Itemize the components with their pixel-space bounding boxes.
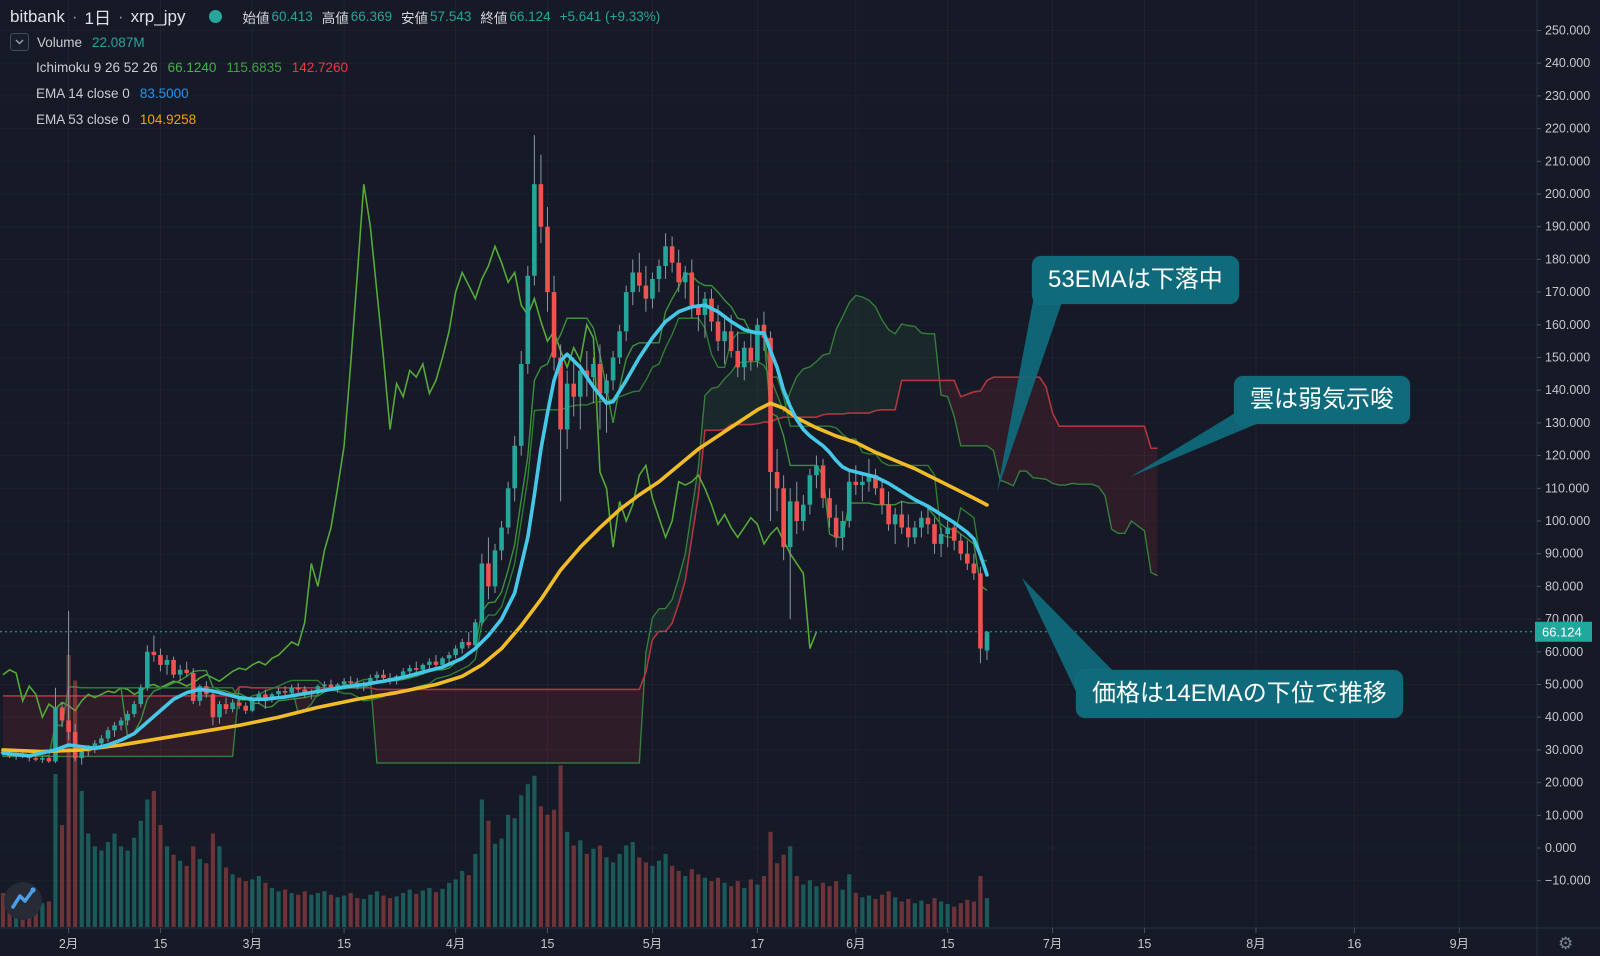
tradingview-logo[interactable] — [0, 878, 46, 924]
svg-text:60.000: 60.000 — [1545, 645, 1583, 659]
svg-text:50.000: 50.000 — [1545, 678, 1583, 692]
high-label: 高値 — [321, 10, 349, 26]
svg-text:250.000: 250.000 — [1545, 24, 1590, 38]
symbol-header: bitbank · 1日 · xrp_jpy 始値 60.413 高値 66.369… — [10, 4, 660, 29]
svg-text:110.000: 110.000 — [1545, 481, 1589, 495]
svg-text:15: 15 — [541, 937, 555, 951]
symbol-title[interactable]: bitbank · 1日 · xrp_jpy — [10, 4, 185, 29]
separator: · — [117, 6, 124, 26]
annotation-14ema[interactable]: 価格は14EMAの下位で推移 — [1076, 670, 1403, 718]
change-value: +5.641 (+9.33%) — [559, 9, 661, 24]
gridlines — [68, 0, 1460, 928]
svg-text:140.000: 140.000 — [1545, 383, 1590, 397]
svg-text:15: 15 — [337, 937, 351, 951]
svg-text:240.000: 240.000 — [1545, 56, 1590, 70]
svg-text:120.000: 120.000 — [1545, 449, 1590, 463]
svg-text:0.000: 0.000 — [1545, 841, 1576, 855]
open-value: 60.413 — [271, 9, 313, 24]
ohlc-row: 始値 60.413 高値 66.369 安値 57.543 終値 66.124 +5.6… — [242, 7, 660, 27]
svg-text:10.000: 10.000 — [1545, 808, 1583, 822]
svg-text:20.000: 20.000 — [1545, 776, 1583, 790]
svg-text:90.000: 90.000 — [1545, 547, 1583, 561]
close-value: 66.124 — [509, 9, 551, 24]
svg-text:180.000: 180.000 — [1545, 252, 1590, 266]
svg-text:160.000: 160.000 — [1545, 318, 1590, 332]
high-value: 66.369 — [350, 9, 393, 24]
annotation-cloud[interactable]: 雲は弱気示唆 — [1234, 376, 1410, 424]
svg-text:8月: 8月 — [1246, 937, 1265, 951]
ichimoku-lines — [2, 184, 988, 757]
ema14-label[interactable]: EMA 14 close 0 — [36, 86, 130, 101]
close-label: 終値 — [480, 10, 508, 26]
ema14-line[interactable] — [1, 303, 989, 758]
svg-text:2月: 2月 — [59, 937, 78, 951]
ema53-value: 104.9258 — [139, 112, 197, 127]
candlesticks — [0, 135, 990, 765]
svg-text:80.000: 80.000 — [1545, 579, 1583, 593]
interval-label[interactable]: 1日 — [84, 9, 111, 28]
svg-text:15: 15 — [941, 937, 955, 951]
svg-text:40.000: 40.000 — [1545, 710, 1583, 724]
ema53-legend-row: EMA 53 close 0 104.9258 — [36, 112, 196, 127]
svg-text:−10.000: −10.000 — [1545, 874, 1591, 888]
senkou-a-line — [3, 294, 1158, 764]
kijun-line — [2, 317, 988, 757]
svg-text:3月: 3月 — [243, 937, 262, 951]
price-axis[interactable]: 250.000 240.000 230.000 220.000 210.000 200.0… — [1537, 24, 1591, 888]
ichimoku-label[interactable]: Ichimoku 9 26 52 26 — [36, 60, 158, 75]
svg-text:15: 15 — [153, 937, 167, 951]
svg-text:200.000: 200.000 — [1545, 187, 1590, 201]
svg-text:15: 15 — [1137, 937, 1151, 951]
svg-text:190.000: 190.000 — [1545, 220, 1590, 234]
separator: · — [71, 6, 78, 26]
ema53-line[interactable] — [1, 401, 989, 754]
exchange-name: bitbank — [10, 6, 65, 26]
time-axis[interactable]: 2月 15 3月 15 4月 15 5月 17 6月 15 7月 15 8月 16 9月 — [59, 928, 1469, 951]
ichimoku-legend-row: Ichimoku 9 26 52 26 66.1240 115.6835 142… — [36, 60, 348, 75]
svg-text:170.000: 170.000 — [1545, 285, 1590, 299]
annotation-tails — [997, 296, 1266, 700]
annotation-53ema[interactable]: 53EMAは下落中 — [1032, 256, 1239, 304]
volume-legend-row: Volume 22.087M — [10, 33, 145, 51]
volume-value: 22.087M — [92, 34, 145, 50]
low-label: 安値 — [401, 10, 429, 26]
price-tag: 66.124 — [1535, 621, 1592, 642]
volume-bars — [0, 655, 990, 927]
ichimoku-lead2-value: 142.7260 — [291, 60, 349, 75]
open-label: 始値 — [242, 10, 270, 26]
market-status-icon — [209, 10, 223, 23]
gear-icon[interactable]: ⚙ — [1558, 934, 1574, 953]
ichimoku-lead1-value: 115.6835 — [226, 60, 282, 75]
ichimoku-cloud — [3, 294, 1158, 764]
svg-text:130.000: 130.000 — [1545, 416, 1590, 430]
svg-text:16: 16 — [1347, 937, 1361, 951]
svg-text:66.124: 66.124 — [1542, 624, 1582, 639]
ema53-label[interactable]: EMA 53 close 0 — [36, 112, 130, 127]
pair-label: xrp_jpy — [130, 6, 186, 26]
svg-text:210.000: 210.000 — [1545, 154, 1590, 168]
low-value: 57.543 — [430, 9, 472, 24]
ichimoku-lagging-value: 66.1240 — [167, 60, 217, 75]
svg-text:150.000: 150.000 — [1545, 351, 1590, 365]
ema14-value: 83.5000 — [139, 86, 189, 101]
volume-label[interactable]: Volume — [37, 34, 83, 50]
svg-text:5月: 5月 — [643, 937, 662, 951]
svg-text:9月: 9月 — [1450, 937, 1469, 951]
ema14-legend-row: EMA 14 close 0 83.5000 — [36, 86, 189, 101]
svg-text:100.000: 100.000 — [1545, 514, 1590, 528]
svg-text:30.000: 30.000 — [1545, 743, 1583, 757]
svg-text:4月: 4月 — [446, 937, 465, 951]
svg-text:17: 17 — [750, 937, 764, 951]
chevron-down-icon[interactable] — [10, 33, 29, 51]
svg-text:230.000: 230.000 — [1545, 89, 1590, 103]
svg-text:220.000: 220.000 — [1545, 122, 1590, 136]
svg-text:6月: 6月 — [846, 937, 865, 951]
svg-text:7月: 7月 — [1043, 937, 1062, 951]
